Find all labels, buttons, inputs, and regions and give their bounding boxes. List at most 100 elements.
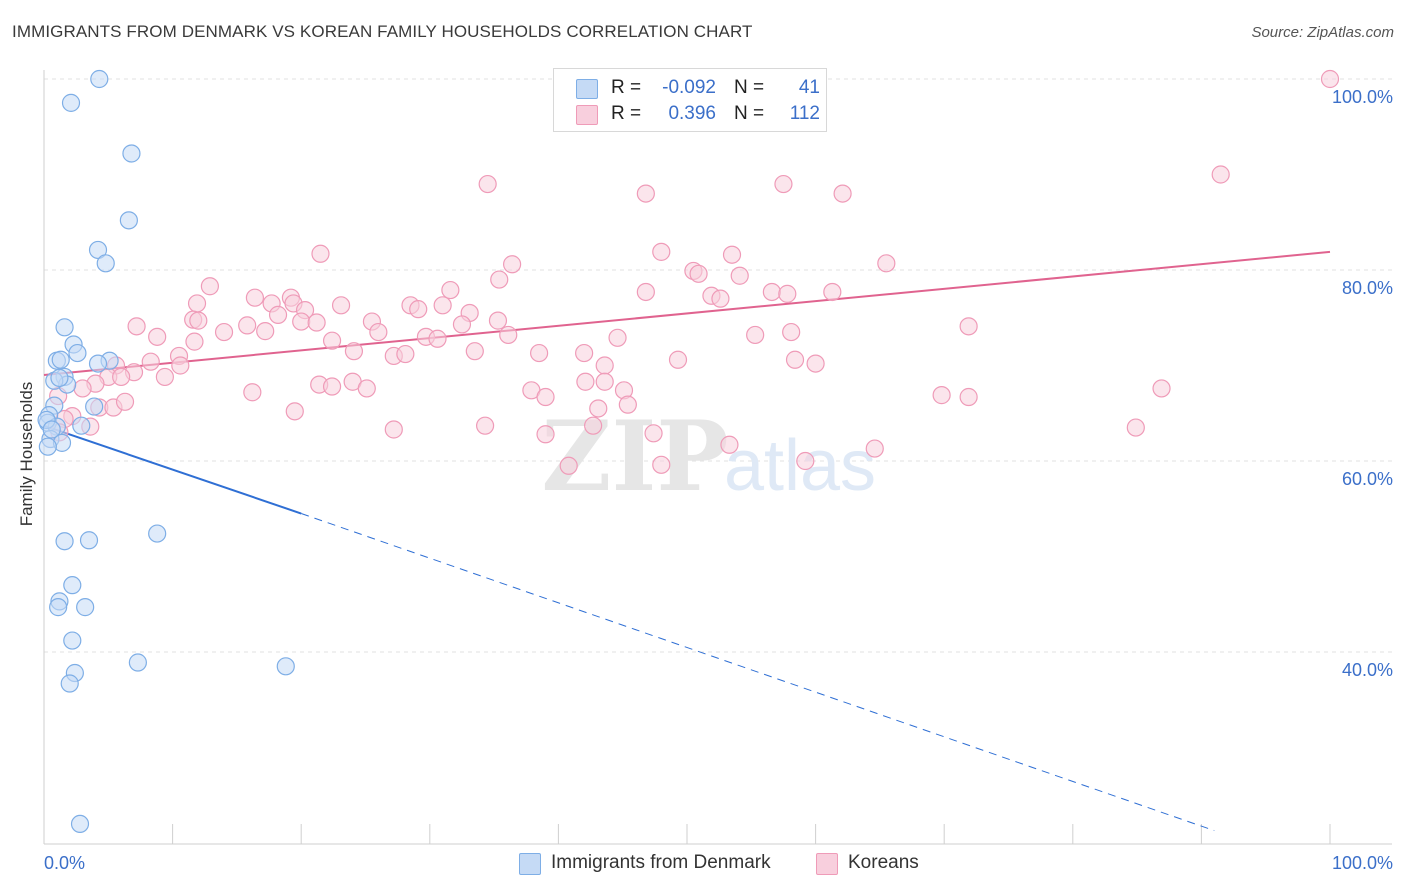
koreans-point xyxy=(187,294,207,313)
koreans-point xyxy=(536,387,555,407)
denmark-point xyxy=(148,524,167,543)
koreans-point xyxy=(433,296,452,315)
koreans-point xyxy=(465,342,484,361)
koreans-point xyxy=(115,392,135,411)
koreans-point xyxy=(778,284,797,303)
koreans-point xyxy=(722,245,742,264)
koreans-point xyxy=(1152,379,1171,398)
denmark-trend-extension xyxy=(301,513,1215,832)
legend-r-label: R = xyxy=(611,77,642,98)
koreans-point xyxy=(833,184,852,203)
koreans-point xyxy=(932,386,951,405)
legend-swatch-denmark xyxy=(576,79,598,99)
koreans-point xyxy=(762,282,781,302)
koreans-point xyxy=(959,317,978,336)
koreans-point xyxy=(268,305,288,324)
koreans-point xyxy=(530,343,549,363)
legend-r-value: -0.092 xyxy=(662,77,716,98)
data-points xyxy=(37,69,1340,834)
koreans-point xyxy=(823,282,842,302)
denmark-trend-line xyxy=(43,424,302,515)
y-tick-label: 100.0% xyxy=(1332,87,1393,107)
denmark-point xyxy=(61,93,81,112)
koreans-point xyxy=(575,343,594,363)
y-tick-label: 40.0% xyxy=(1342,660,1393,680)
denmark-point xyxy=(79,531,99,550)
denmark-point xyxy=(88,354,108,373)
denmark-point xyxy=(276,657,295,676)
koreans-point xyxy=(865,439,884,458)
koreans-point xyxy=(285,402,304,421)
legend-n-value: 41 xyxy=(798,77,820,98)
trend-lines xyxy=(43,250,1331,832)
denmark-point xyxy=(128,653,147,672)
koreans-point xyxy=(806,354,825,373)
koreans-point xyxy=(369,322,388,342)
koreans-point xyxy=(331,296,351,315)
koreans-point xyxy=(428,329,447,348)
koreans-point xyxy=(608,328,627,347)
koreans-point xyxy=(396,344,415,364)
denmark-point xyxy=(50,368,69,388)
koreans-point xyxy=(785,350,805,369)
koreans-point xyxy=(214,322,234,342)
denmark-point xyxy=(122,144,141,163)
koreans-point xyxy=(344,342,364,361)
koreans-point xyxy=(689,264,708,283)
koreans-point xyxy=(73,379,92,398)
axes xyxy=(43,70,1392,845)
koreans-point xyxy=(636,282,655,302)
y-tick-label: 80.0% xyxy=(1342,278,1393,298)
koreans-point xyxy=(384,420,403,439)
koreans-point xyxy=(357,379,376,398)
koreans-point xyxy=(185,332,204,351)
denmark-point xyxy=(90,69,109,89)
koreans-point xyxy=(959,387,978,407)
koreans-point xyxy=(452,315,472,334)
koreans-point xyxy=(488,311,508,330)
watermark-zip: ZIP xyxy=(541,400,728,513)
bottom-legend-swatch-denmark xyxy=(519,853,541,875)
denmark-point xyxy=(51,350,70,369)
koreans-point xyxy=(503,255,522,274)
koreans-point xyxy=(1211,165,1230,184)
koreans-point xyxy=(618,395,637,414)
koreans-point xyxy=(475,416,495,435)
koreans-point xyxy=(1320,69,1340,89)
koreans-trend-line xyxy=(43,250,1331,377)
denmark-point xyxy=(96,254,115,273)
x-tick-label-right: 100.0% xyxy=(1332,853,1393,873)
koreans-point xyxy=(499,325,518,345)
chart-title: IMMIGRANTS FROM DENMARK VS KOREAN FAMILY… xyxy=(12,22,753,41)
denmark-point xyxy=(68,343,87,363)
y-tick-label: 60.0% xyxy=(1342,469,1393,489)
denmark-point xyxy=(119,211,138,230)
bottom-legend-swatch-koreans xyxy=(816,853,838,875)
koreans-point xyxy=(636,184,655,203)
legend-r-label: R = xyxy=(611,103,642,124)
koreans-point xyxy=(490,270,509,289)
koreans-point xyxy=(774,174,793,194)
koreans-point xyxy=(589,399,608,418)
koreans-point xyxy=(243,383,262,402)
koreans-point xyxy=(409,300,428,319)
koreans-point xyxy=(720,435,739,454)
koreans-point xyxy=(746,325,765,345)
denmark-point xyxy=(38,437,57,456)
denmark-point xyxy=(60,674,79,693)
denmark-point xyxy=(72,416,91,435)
legend-n-label: N = xyxy=(734,103,765,124)
koreans-point xyxy=(189,311,208,330)
koreans-point xyxy=(536,425,555,444)
koreans-point xyxy=(322,377,342,396)
koreans-point xyxy=(877,254,896,273)
axis-labels: 100.0% 80.0% 60.0% 40.0% 0.0% 100.0% Family Ho… xyxy=(17,87,1393,873)
koreans-point xyxy=(595,372,614,391)
bottom-legend-label: Koreans xyxy=(848,852,919,873)
denmark-point xyxy=(55,318,74,337)
koreans-point xyxy=(576,372,595,391)
koreans-point xyxy=(256,322,275,341)
koreans-point xyxy=(238,316,257,335)
koreans-point xyxy=(311,244,330,263)
koreans-point xyxy=(595,356,614,375)
